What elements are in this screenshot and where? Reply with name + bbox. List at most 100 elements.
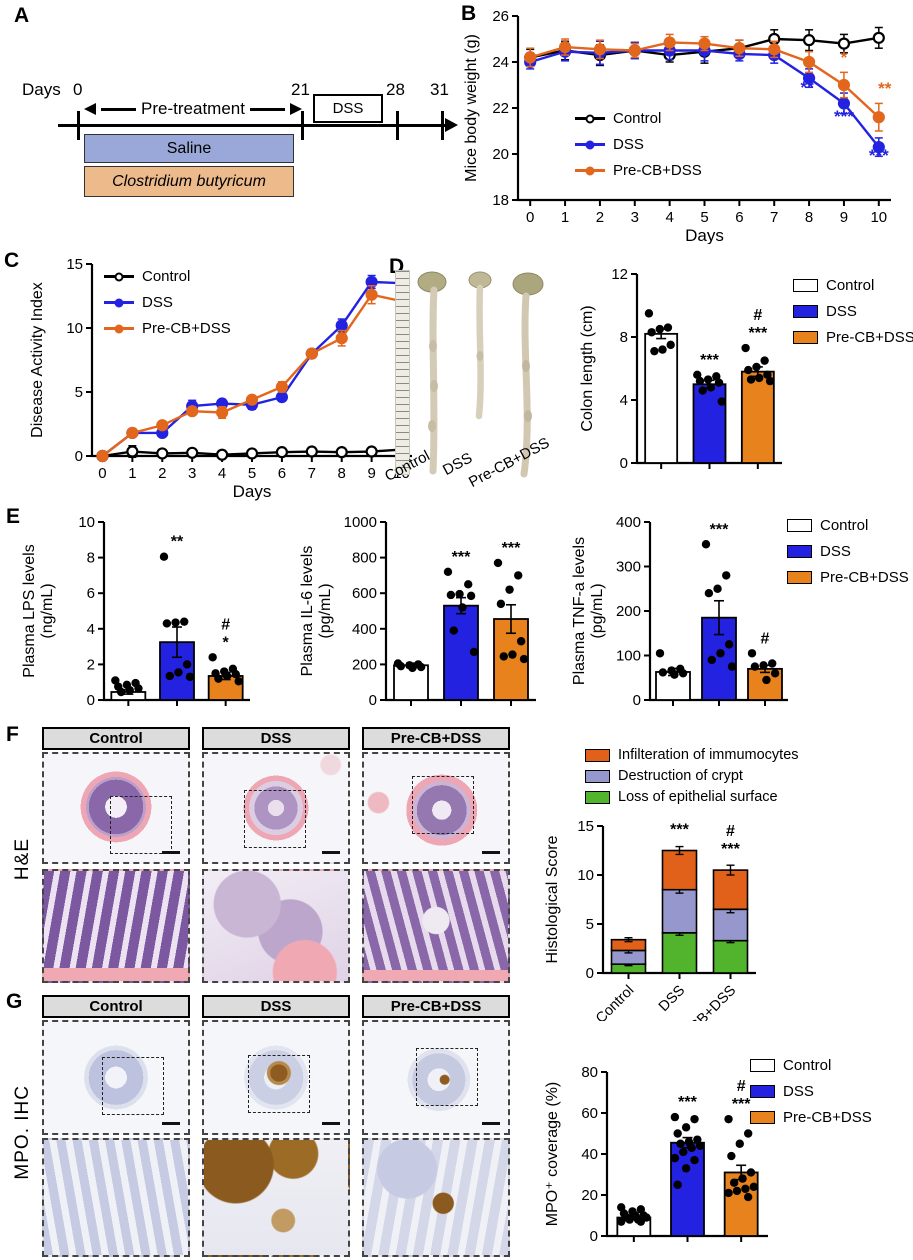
timeline-tick-28: 28 [386,80,405,99]
control-line-marker-icon [104,272,134,281]
svg-text:100: 100 [616,648,641,665]
legend-item-dss: DSS [793,303,913,320]
svg-text:#: # [221,616,230,633]
legend-label: Control [613,110,662,127]
svg-text:24: 24 [492,54,509,71]
he-row-label: H&E [12,838,33,881]
dss-period-box: DSS [313,94,383,123]
legend-item-control: Control [793,277,913,294]
panel-label-c: C [4,249,20,272]
legend-item-precb: Pre-CB+DSS [104,320,231,337]
svg-text:6: 6 [735,209,743,226]
svg-text:Days: Days [233,482,272,501]
svg-text:(pg/mL): (pg/mL) [589,583,606,638]
timeline-tickmark-21 [301,111,304,140]
ruler-image [395,270,410,475]
dss-line-marker-icon [575,140,605,149]
legend-item-precb: Pre-CB+DSS [750,1109,872,1126]
timeline-tick-21: 21 [291,80,310,99]
legend-label: DSS [826,303,857,320]
scale-bar [162,851,180,854]
legend-item-dss: DSS [750,1083,872,1100]
legend-label: DSS [783,1083,814,1100]
he-header-control: Control [42,727,190,750]
svg-text:0: 0 [87,692,95,709]
colon-shapes [417,271,544,478]
svg-text:Mice body weight (g): Mice body weight (g) [463,34,480,182]
scale-bar [162,1122,180,1125]
dss-swatch-icon [750,1085,775,1098]
legend-label: Destruction of crypt [618,768,743,784]
body-weight-legend: Control DSS Pre-CB+DSS [575,110,702,179]
svg-text:22: 22 [492,100,509,117]
svg-text:***: *** [748,325,767,342]
svg-text:***: *** [452,549,471,566]
svg-text:0: 0 [620,455,628,472]
he-overview-dss-image [202,752,350,864]
mpo-coverage-chart: 0 20 40 60 80 MPO⁺ coverage (%) *** # *** [543,1060,780,1254]
histological-score-chart: 0 5 10 15 Histological Score Control DSS Pre-CB… [543,816,768,1055]
svg-text:0: 0 [98,465,106,482]
svg-text:6: 6 [278,465,286,482]
svg-text:400: 400 [352,621,377,638]
legend-label: Infilteration of immumocytes [618,747,799,763]
mpo-zoom-precb-image [362,1138,510,1257]
timeline-tickmark-0 [77,111,80,140]
legend-item-precb: Pre-CB+DSS [787,569,909,586]
svg-text:Plasma TNF-a levels: Plasma TNF-a levels [571,537,588,685]
svg-text:7: 7 [308,465,316,482]
legend-label: Pre-CB+DSS [820,569,909,586]
inset-box [102,1057,164,1115]
svg-text:400: 400 [616,514,641,531]
inset-box [412,776,474,834]
he-zoom-control-image [42,869,190,983]
svg-text:*: * [841,48,848,67]
svg-text:15: 15 [577,818,594,835]
svg-text:Control: Control [593,983,637,1021]
svg-text:10: 10 [870,209,887,226]
svg-text:#: # [737,1078,746,1095]
mpo-zoom-dss-image [202,1138,350,1257]
dai-legend: Control DSS Pre-CB+DSS [104,268,231,337]
svg-text:2: 2 [87,656,95,673]
svg-text:8: 8 [805,209,813,226]
svg-text:800: 800 [352,550,377,567]
svg-text:18: 18 [492,192,509,209]
svg-text:1: 1 [128,465,136,482]
panel-label-e: E [6,505,21,528]
timeline-tickmark-31 [441,111,444,140]
timeline-tick-31: 31 [430,80,449,99]
panel-label-f: F [6,723,19,746]
legend-item-infiltration: Infilteration of immumocytes [585,747,799,763]
body-weight-chart: Control DSS Pre-CB+DSS 18 20 22 24 26 Mice bo… [462,6,907,245]
svg-text:***: *** [834,107,854,126]
svg-text:20: 20 [492,146,509,163]
svg-text:2: 2 [158,465,166,482]
svg-text:***: *** [721,841,740,858]
colon-length-legend: Control DSS Pre-CB+DSS [793,277,913,346]
svg-text:1: 1 [561,209,569,226]
dss-swatch-icon [793,305,818,318]
plasma-il6-chart: 0 200 400 600 800 1000 Plasma IL-6 levels (pg/m… [298,512,545,714]
svg-text:1000: 1000 [344,514,377,531]
control-swatch-icon [793,279,818,292]
control-swatch-icon [787,519,812,532]
legend-item-precb: Pre-CB+DSS [575,162,702,179]
svg-text:Disease Activity Index: Disease Activity Index [29,282,46,438]
svg-text:***: *** [700,352,719,369]
legend-label: Pre-CB+DSS [613,162,702,179]
svg-text:Plasma LPS levels: Plasma LPS levels [21,544,38,677]
timeline-days-label: Days [22,80,61,99]
svg-text:***: *** [502,540,521,557]
svg-text:(pg/mL): (pg/mL) [317,583,334,638]
arrow-right-icon [290,103,302,115]
svg-text:9: 9 [840,209,848,226]
he-zoom-precb-image [362,869,510,983]
timeline-tickmark-28 [396,111,399,140]
legend-label: DSS [820,543,851,560]
svg-text:(ng/mL): (ng/mL) [39,583,56,638]
svg-text:MPO⁺ coverage (%): MPO⁺ coverage (%) [544,1082,561,1226]
orange-swatch-icon [585,748,610,762]
clostridium-butyricum-bar: Clostridium butyricum [84,166,294,197]
